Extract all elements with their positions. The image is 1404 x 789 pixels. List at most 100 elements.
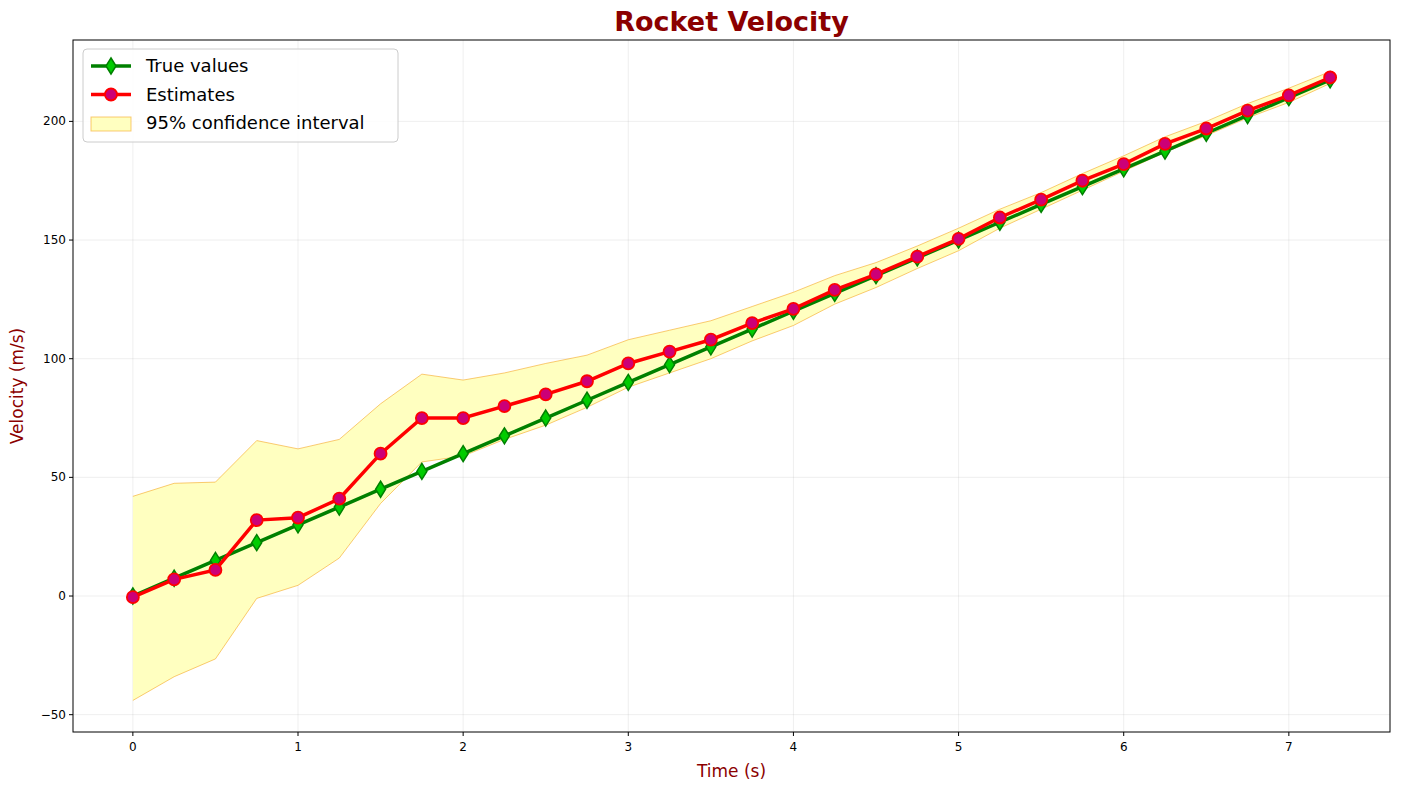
title: Rocket Velocity: [614, 6, 849, 37]
grid-line: [793, 40, 794, 732]
data-point: [1076, 175, 1088, 187]
plot-frame: [73, 40, 1390, 732]
chart: 01234567−50050100150200Rocket VelocityTi…: [0, 0, 1404, 789]
data-point: [458, 446, 468, 462]
x-label: Time (s): [696, 761, 766, 781]
tick: [1288, 732, 1289, 736]
grid-line: [1288, 40, 1289, 732]
data-point: [1284, 90, 1294, 106]
data-point: [994, 212, 1006, 224]
tick: [69, 121, 73, 122]
data-point: [540, 388, 552, 400]
data-point: [787, 303, 799, 315]
tick-label: 0: [58, 589, 66, 603]
grid: [73, 40, 1390, 732]
tick: [628, 732, 629, 736]
data-point: [1242, 105, 1254, 117]
data-point: [457, 412, 469, 424]
data-point: [127, 591, 139, 603]
data-point: [911, 251, 923, 263]
data-point: [499, 428, 509, 444]
data-point: [1325, 72, 1335, 88]
tick-label: 7: [1285, 740, 1293, 754]
data-point: [333, 493, 345, 505]
data-point: [954, 232, 964, 248]
band-edge: [133, 83, 1330, 700]
data-point: [1035, 194, 1047, 206]
data-point: [582, 392, 592, 408]
data-point: [829, 284, 841, 296]
grid-line: [73, 714, 1390, 715]
data-point: [746, 317, 758, 329]
data-point: [1118, 158, 1130, 170]
legend-marker: [105, 89, 117, 101]
grid-line: [298, 40, 299, 732]
tick-label: 3: [624, 740, 632, 754]
tick: [69, 596, 73, 597]
data-point: [168, 573, 180, 585]
grid-line: [73, 596, 1390, 597]
tick-label: 0: [129, 740, 137, 754]
confidence-band: [133, 72, 1330, 701]
tick-label: 2: [459, 740, 467, 754]
data-point: [209, 564, 221, 576]
tick-label: 4: [790, 740, 798, 754]
tick-label: 150: [43, 233, 66, 247]
legend-box: [83, 49, 398, 142]
data-point: [912, 250, 922, 266]
tick-label: 50: [51, 470, 66, 484]
series-line: [133, 77, 1330, 597]
grid-line: [958, 40, 959, 732]
data-point: [953, 233, 965, 245]
tick-label: −50: [41, 708, 66, 722]
data-point: [622, 357, 634, 369]
tick: [132, 732, 133, 736]
data-point: [1200, 123, 1212, 135]
tick-label: 100: [43, 352, 66, 366]
data-point: [416, 412, 428, 424]
tick-label: 200: [43, 114, 66, 128]
data-point: [541, 410, 551, 426]
legend: True values Estimates 95% confidence inter…: [83, 49, 398, 142]
grid-line: [73, 358, 1390, 359]
data-point: [1159, 138, 1171, 150]
tick: [1123, 732, 1124, 736]
data-point: [417, 463, 427, 479]
data-point: [292, 512, 304, 524]
data-point: [705, 334, 717, 346]
tick: [69, 358, 73, 359]
data-point: [871, 268, 881, 284]
data-point: [169, 570, 179, 586]
legend-swatch: [91, 117, 131, 131]
series-line: [133, 80, 1330, 596]
data-point: [498, 400, 510, 412]
legend-label: Estimates: [146, 84, 235, 105]
tick: [463, 732, 464, 736]
data-point: [376, 481, 386, 497]
data-point: [1324, 71, 1336, 83]
data-point: [375, 448, 387, 460]
grid-line: [1123, 40, 1124, 732]
tick: [69, 714, 73, 715]
tick: [793, 732, 794, 736]
data-point: [665, 357, 675, 373]
data-point: [252, 535, 262, 551]
data-point: [623, 374, 633, 390]
tick-label: 6: [1120, 740, 1128, 754]
tick: [958, 732, 959, 736]
data-point: [581, 375, 593, 387]
data-point: [870, 268, 882, 280]
background: [0, 0, 1404, 789]
grid-line: [73, 240, 1390, 241]
legend-label: 95% confidence interval: [146, 112, 365, 133]
y-label: Velocity (m/s): [7, 328, 27, 445]
data-point: [664, 346, 676, 358]
legend-label: True values: [145, 55, 249, 76]
ticks: 01234567−50050100150200: [41, 114, 1293, 754]
data-point: [788, 303, 798, 319]
legend-marker: [106, 58, 116, 74]
data-point: [251, 514, 263, 526]
tick-label: 5: [955, 740, 963, 754]
tick: [298, 732, 299, 736]
plot-data: [127, 71, 1336, 700]
